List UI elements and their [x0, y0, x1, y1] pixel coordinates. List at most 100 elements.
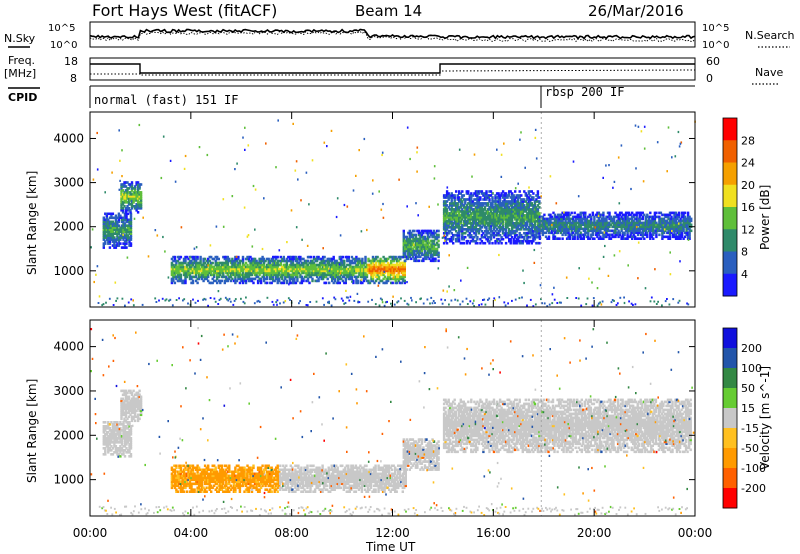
range-gate-cell — [120, 183, 123, 186]
range-gate-cell — [635, 231, 638, 235]
range-gate-cell — [497, 216, 500, 219]
range-gate-cell — [419, 239, 422, 243]
range-gate-cell — [133, 187, 137, 190]
range-gate-cell — [370, 273, 373, 277]
range-gate-cell — [498, 202, 502, 205]
range-gate-cell — [464, 210, 467, 213]
range-gate-cell — [122, 216, 125, 220]
noise-cell — [381, 151, 384, 154]
range-gate-cell — [241, 269, 245, 273]
range-gate-cell — [667, 217, 670, 221]
range-gate-cell — [470, 222, 473, 225]
range-gate-cell — [259, 263, 263, 267]
noise-cell — [360, 278, 363, 281]
range-gate-cell — [244, 279, 248, 283]
range-gate-cell — [104, 230, 107, 233]
range-gate-cell — [593, 217, 596, 221]
noise-cell — [678, 145, 681, 148]
range-gate-cell — [509, 190, 512, 193]
ground-scatter-cell — [381, 298, 383, 301]
range-gate-cell — [458, 212, 461, 215]
range-gate-cell — [449, 196, 452, 199]
range-gate-cell — [674, 211, 678, 215]
range-gate-cell — [272, 261, 275, 265]
range-gate-cell — [178, 257, 181, 261]
range-gate-cell — [467, 226, 470, 229]
range-gate-cell — [338, 269, 341, 273]
range-gate-cell — [226, 267, 229, 271]
range-gate-cell — [504, 220, 508, 223]
range-gate-cell — [111, 224, 115, 227]
range-gate-cell — [456, 214, 459, 217]
range-gate-cell — [546, 221, 549, 225]
range-gate-cell — [491, 196, 494, 199]
noise-cell — [96, 168, 99, 171]
range-gate-cell — [468, 233, 471, 237]
range-gate-cell — [455, 210, 458, 213]
range-gate-cell — [269, 281, 272, 285]
range-gate-cell — [181, 267, 184, 271]
range-gate-cell — [320, 261, 323, 265]
range-gate-cell — [656, 227, 660, 231]
range-gate-cell — [404, 239, 407, 243]
range-gate-cell — [458, 231, 461, 235]
range-gate-cell — [641, 229, 644, 233]
range-gate-cell — [408, 251, 411, 255]
noise-cell — [381, 153, 383, 157]
noise-cell — [687, 238, 690, 241]
range-gate-cell — [602, 211, 605, 215]
range-gate-cell — [321, 275, 325, 279]
range-gate-cell — [126, 193, 129, 196]
range-gate-cell — [267, 265, 270, 269]
range-gate-cell — [320, 273, 323, 277]
range-gate-cell — [690, 217, 693, 221]
range-gate-cell — [267, 261, 270, 265]
noise-cell — [356, 292, 359, 295]
cpid-label: CPID — [8, 91, 37, 104]
range-gate-cell — [129, 185, 132, 188]
range-gate-cell — [524, 200, 527, 203]
range-gate-cell — [620, 229, 623, 233]
range-gate-cell — [455, 216, 458, 219]
range-gate-cell — [602, 235, 605, 239]
range-gate-cell — [309, 271, 313, 275]
range-gate-cell — [379, 257, 382, 261]
ground-scatter-cell — [466, 303, 469, 305]
noise-cell — [605, 164, 607, 167]
range-gate-cell — [311, 277, 314, 281]
range-gate-cell — [631, 225, 634, 229]
range-gate-cell — [193, 259, 196, 263]
range-gate-cell — [575, 227, 578, 231]
range-gate-cell — [270, 263, 273, 267]
range-gate-cell — [461, 235, 464, 239]
range-gate-cell — [449, 204, 452, 207]
ground-scatter-cell — [272, 303, 275, 306]
range-gate-cell — [656, 225, 660, 229]
noise-cell — [446, 186, 449, 189]
range-gate-cell — [458, 216, 461, 219]
range-gate-cell — [413, 257, 416, 261]
range-gate-cell — [323, 271, 326, 275]
range-gate-cell — [402, 265, 405, 269]
range-gate-cell — [258, 259, 261, 263]
noise-cell — [416, 146, 419, 149]
range-gate-cell — [603, 225, 607, 229]
range-gate-cell — [199, 275, 202, 279]
range-gate-cell — [518, 210, 521, 213]
range-gate-cell — [561, 215, 564, 219]
range-gate-cell — [410, 249, 413, 253]
range-gate-cell — [361, 267, 364, 271]
range-gate-cell — [332, 263, 335, 267]
range-gate-cell — [231, 267, 234, 271]
range-gate-cell — [569, 221, 572, 225]
range-gate-cell — [126, 224, 130, 227]
range-gate-cell — [225, 279, 228, 283]
range-gate-cell — [576, 217, 579, 221]
range-gate-cell — [494, 214, 497, 217]
range-gate-cell — [400, 271, 403, 275]
range-gate-cell — [567, 229, 570, 233]
range-gate-cell — [188, 261, 192, 265]
range-gate-cell — [285, 275, 288, 279]
range-gate-cell — [491, 200, 494, 203]
range-gate-cell — [394, 265, 397, 269]
